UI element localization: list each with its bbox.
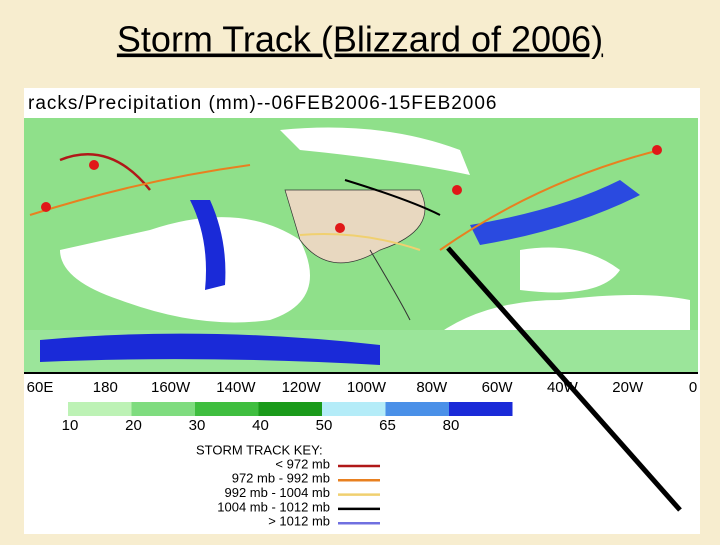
longitude-label: 180 [93,379,118,396]
legend-label: 30 [189,417,206,434]
longitude-label: 160W [151,379,191,396]
legend-swatch [68,402,132,416]
legend-label: 50 [316,417,333,434]
longitude-label: 40W [547,379,579,396]
storm-key-label: 992 mb - 1004 mb [224,485,330,500]
legend-swatch [449,402,513,416]
longitude-label: 0 [689,379,697,396]
legend-label: 20 [125,417,142,434]
longitude-label: 140W [216,379,256,396]
legend-swatch [195,402,259,416]
map-body [24,118,698,374]
longitude-label: 20W [612,379,644,396]
legend-swatch [385,402,449,416]
storm-key-label: < 972 mb [275,456,330,471]
legend-label: 40 [252,417,269,434]
legend-swatch [322,402,386,416]
legend-label: 65 [379,417,396,434]
longitude-label: 60E [27,379,54,396]
legend-label: 10 [62,417,79,434]
map-header: racks/Precipitation (mm)--06FEB2006-15FE… [28,93,498,114]
legend-swatch [258,402,322,416]
longitude-label: 120W [282,379,322,396]
longitude-label: 100W [347,379,387,396]
storm-key-label: > 1012 mb [268,514,330,529]
storm-key-label: 1004 mb - 1012 mb [217,499,330,514]
longitude-label: 60W [482,379,514,396]
storm-key-label: 972 mb - 992 mb [232,471,330,486]
legend-swatch [131,402,195,416]
slide-title: Storm Track (Blizzard of 2006) [117,19,603,60]
pointer-arrow [446,246,682,512]
longitude-label: 80W [416,379,448,396]
storm-key-title: STORM TRACK KEY: [196,442,323,457]
legend-label: 80 [443,417,460,434]
